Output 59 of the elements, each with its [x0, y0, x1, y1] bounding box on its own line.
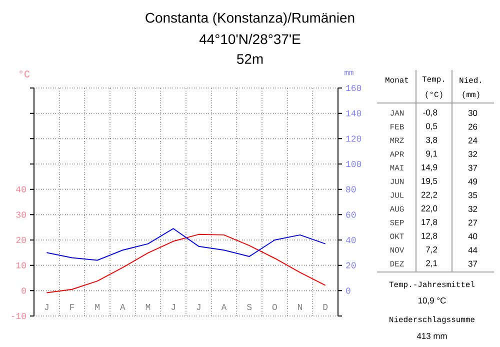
y-tick-label: 10: [16, 262, 26, 268]
x-tick-label: A: [221, 304, 227, 310]
y2-tick-label: 0: [346, 288, 350, 294]
text: 52m: [237, 54, 263, 64]
text: 22,2: [421, 192, 438, 199]
y-tick-label: 40: [16, 186, 26, 192]
chart-subtitle: 44°10'N/28°37'E: [199, 34, 300, 44]
x-tick-label: J: [44, 304, 48, 310]
x-tick-label: S: [246, 304, 252, 310]
text: 24: [468, 137, 478, 144]
text: 7,2: [426, 246, 438, 254]
text: 9,1: [426, 150, 438, 158]
text: 0,5: [426, 123, 438, 130]
text: 37: [468, 260, 478, 267]
x-tick-label: F: [70, 304, 74, 310]
y-tick-label: -10: [12, 312, 26, 320]
text: 44: [468, 247, 478, 253]
text: 10,9 °C: [418, 298, 446, 304]
chart-title: Constanta (Konstanza)/Rumänien: [146, 12, 354, 26]
y2-tick-label: 140: [346, 110, 362, 116]
y2-tick-label: 160: [346, 84, 362, 92]
text: 49: [468, 178, 478, 184]
x-tick-label: M: [146, 304, 150, 310]
y-tick-label: 30: [16, 212, 26, 218]
y2-tick-label: 20: [346, 262, 356, 268]
line-series: [46, 228, 326, 261]
text: 26: [468, 124, 478, 130]
text: 30: [468, 110, 478, 116]
x-tick-label: D: [323, 304, 328, 310]
text: -0,8: [423, 110, 438, 116]
y2-tick-label: 120: [346, 136, 362, 142]
text: 2,1: [426, 260, 438, 268]
text: 14,9: [422, 164, 438, 172]
x-tick-label: A: [120, 304, 126, 310]
text: 12,8: [422, 232, 438, 240]
text: 35: [468, 192, 478, 198]
y-tick-label: 0: [22, 288, 26, 294]
text: 3,8: [426, 136, 438, 144]
text: 413 mm: [416, 333, 447, 339]
line-series: [46, 234, 326, 294]
text: 17,8: [422, 219, 438, 226]
text: 19,5: [422, 178, 438, 185]
text: 27: [468, 220, 478, 226]
y2-tick-label: 80: [346, 186, 356, 192]
x-tick-label: M: [95, 304, 100, 310]
x-tick-label: J: [196, 304, 200, 310]
text: 37: [468, 164, 478, 171]
y-axis-title: °C: [20, 70, 30, 78]
text: 32: [468, 151, 478, 158]
y-tick-label: 20: [16, 236, 26, 244]
y2-tick-label: 100: [346, 160, 362, 168]
text: 40: [468, 233, 478, 240]
x-tick-label: J: [171, 304, 175, 310]
x-tick-label: O: [272, 304, 277, 310]
y2-tick-label: 40: [346, 236, 356, 244]
x-tick-label: N: [298, 304, 302, 310]
text: 32: [468, 206, 478, 212]
y2-tick-label: 60: [346, 212, 356, 218]
text: 22,0: [421, 205, 438, 212]
